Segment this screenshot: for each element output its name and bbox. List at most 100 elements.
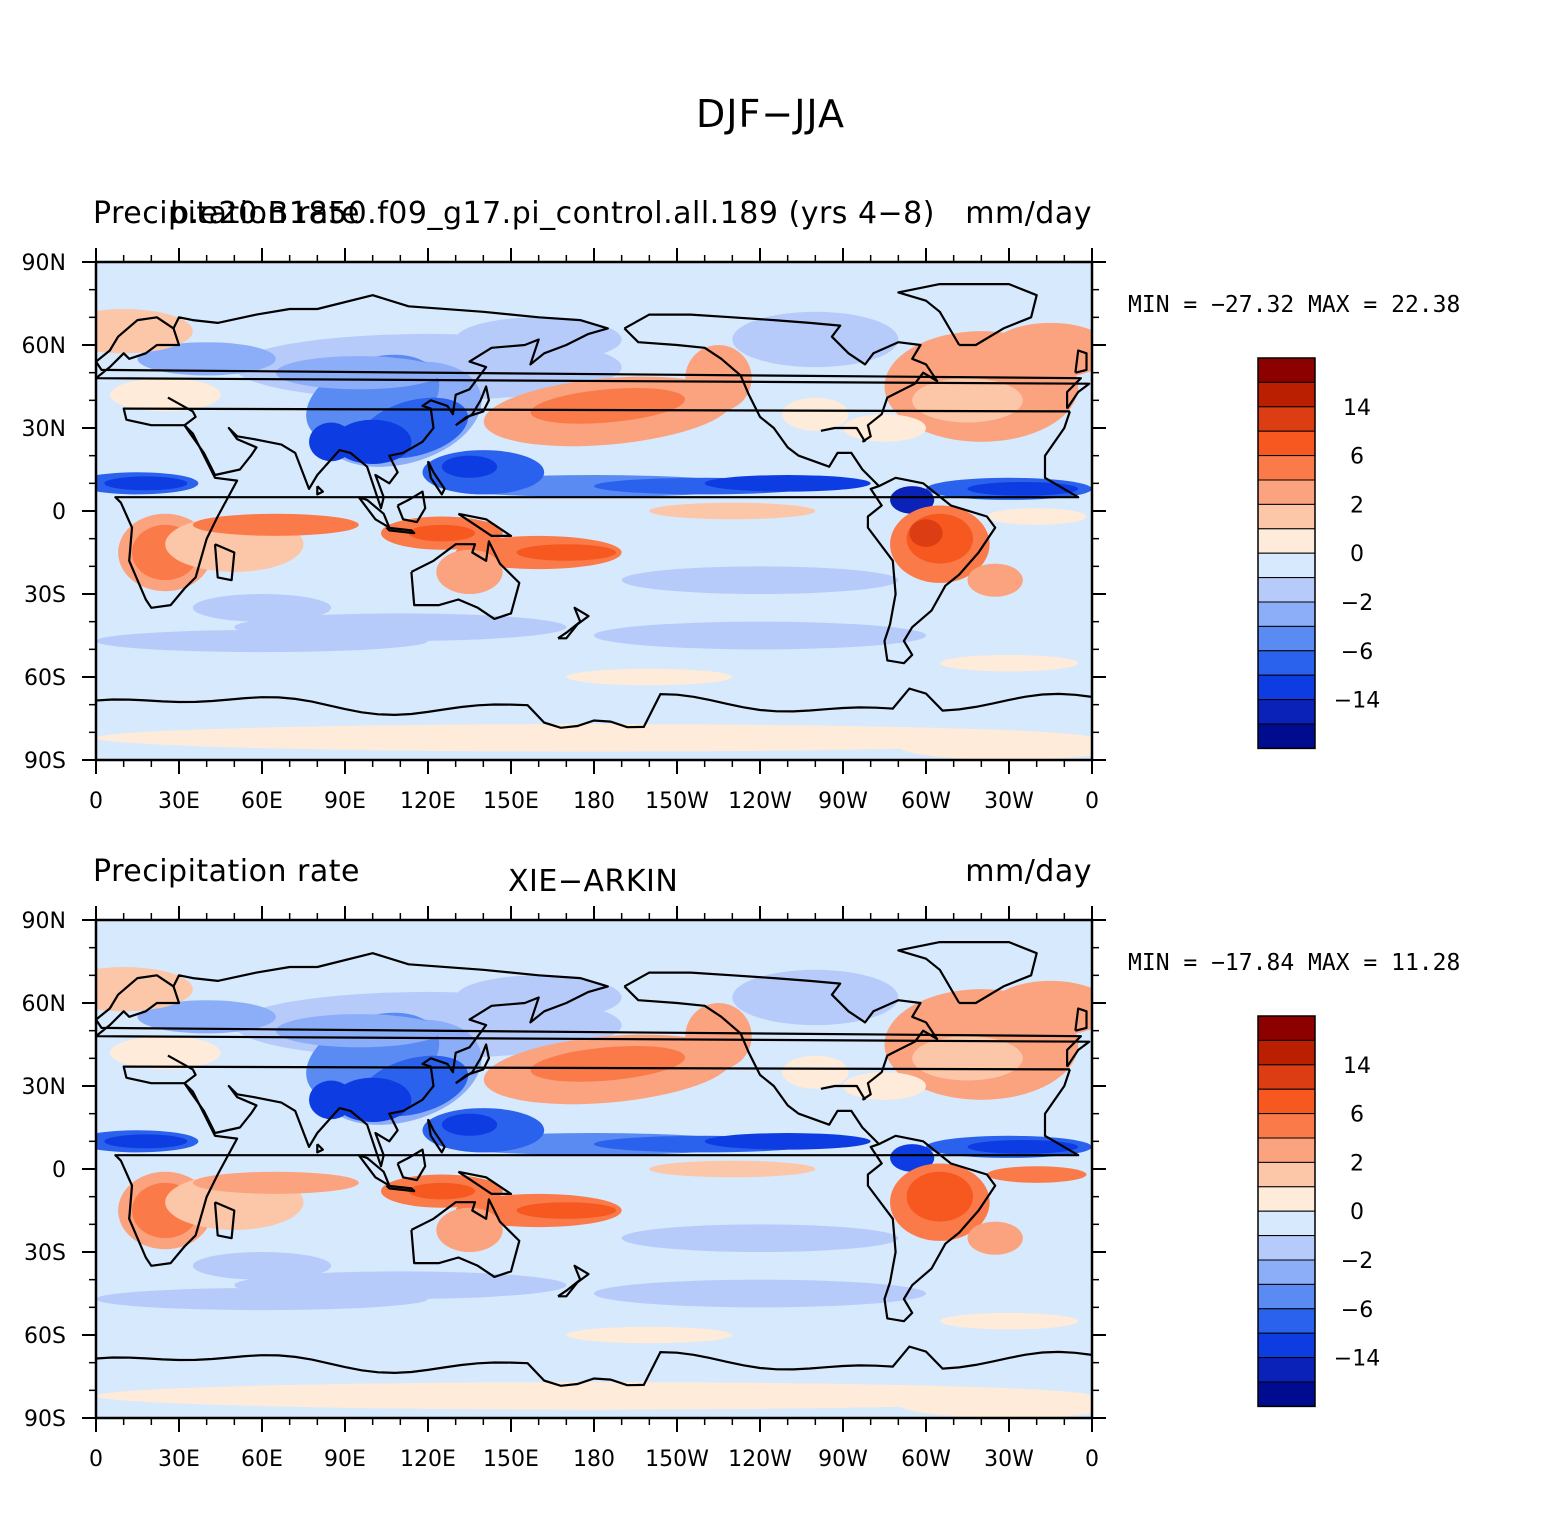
colorbar-label: 0 bbox=[1350, 542, 1364, 567]
coastline bbox=[316, 485, 324, 496]
lat-tick-label: 60S bbox=[24, 666, 66, 691]
precip-anomaly-region bbox=[890, 1144, 935, 1172]
coastline bbox=[426, 1118, 446, 1154]
colorbar-label: 14 bbox=[1343, 396, 1371, 421]
lon-tick-label: 120E bbox=[400, 789, 456, 814]
precip-anomaly-region bbox=[732, 969, 899, 1026]
colorbar-frame bbox=[1257, 357, 1316, 750]
precip-anomaly-region bbox=[704, 475, 871, 492]
precip-anomaly-region bbox=[333, 419, 412, 464]
precip-anomaly-region bbox=[967, 1221, 1023, 1255]
precip-anomaly-region bbox=[594, 1279, 926, 1308]
precip-anomaly-region bbox=[566, 1326, 733, 1344]
colorbar-swatch bbox=[1257, 1210, 1316, 1237]
panel-units: mm/day bbox=[965, 196, 1092, 231]
precip-anomaly-region bbox=[939, 1312, 1079, 1330]
colorbar-swatch bbox=[1257, 1113, 1316, 1139]
coastline bbox=[557, 1264, 590, 1298]
lon-tick-label: 60E bbox=[241, 1447, 283, 1472]
precip-anomaly-region bbox=[621, 1224, 899, 1252]
coastline bbox=[410, 1198, 521, 1278]
colorbar-swatch bbox=[1257, 1088, 1316, 1115]
precip-anomaly-region bbox=[912, 1036, 1023, 1081]
lon-tick-label: 120W bbox=[728, 789, 792, 814]
precip-anomaly-region bbox=[96, 724, 1092, 752]
precip-anomaly-region bbox=[516, 1202, 617, 1219]
coastline bbox=[623, 313, 939, 443]
colorbar-label: 6 bbox=[1350, 445, 1364, 470]
colorbar-swatch bbox=[1257, 357, 1316, 383]
precip-anomaly-region bbox=[96, 1287, 428, 1311]
colorbar-swatch bbox=[1257, 699, 1316, 725]
lon-tick-label: 30E bbox=[158, 789, 200, 814]
precipitation-field bbox=[96, 262, 1092, 760]
precip-anomaly-region bbox=[649, 502, 816, 520]
precip-anomaly-region bbox=[530, 1046, 686, 1082]
colorbar-swatch bbox=[1257, 1235, 1316, 1261]
precip-anomaly-region bbox=[192, 513, 359, 536]
colorbar-label: −14 bbox=[1334, 1347, 1380, 1372]
colorbar-swatch bbox=[1257, 674, 1316, 701]
coastline bbox=[1074, 349, 1088, 374]
lon-tick-label: 180 bbox=[573, 789, 615, 814]
precip-anomaly-region bbox=[96, 309, 193, 354]
precip-anomaly-region bbox=[309, 422, 354, 462]
lat-tick-label: 30N bbox=[22, 417, 66, 442]
precip-anomaly-region bbox=[137, 342, 276, 376]
coastline-antarctica bbox=[96, 1345, 1092, 1387]
coastline bbox=[1074, 1007, 1088, 1032]
lon-tick-label: 150W bbox=[645, 789, 709, 814]
coastline bbox=[455, 385, 490, 427]
precip-anomaly-region bbox=[843, 1072, 926, 1100]
lon-tick-label: 120E bbox=[400, 1447, 456, 1472]
colorbar-label: 2 bbox=[1350, 493, 1364, 518]
colorbar-swatch bbox=[1257, 723, 1316, 749]
precip-anomaly-region bbox=[96, 1382, 1092, 1410]
precip-anomaly-region bbox=[408, 524, 476, 542]
coastline bbox=[897, 283, 1038, 347]
coastline bbox=[455, 1043, 490, 1085]
precip-anomaly-region bbox=[909, 1177, 943, 1205]
precip-anomaly-region bbox=[333, 1077, 412, 1122]
precip-anomaly-region bbox=[621, 566, 899, 594]
precip-anomaly-region bbox=[967, 1139, 1079, 1154]
coastline bbox=[114, 1065, 1080, 1267]
precip-anomaly-region bbox=[939, 654, 1079, 672]
coastline bbox=[167, 294, 609, 510]
colorbar-label: 2 bbox=[1350, 1151, 1364, 1176]
precip-anomaly-region bbox=[989, 980, 1092, 1037]
lat-tick-label: 60N bbox=[22, 992, 66, 1017]
colorbar-swatch bbox=[1257, 1283, 1316, 1310]
precip-anomaly-region bbox=[782, 397, 849, 431]
precip-anomaly-region bbox=[989, 322, 1092, 379]
colorbar-frame bbox=[1257, 1015, 1316, 1408]
min-max-label: MIN = −17.84 MAX = 11.28 bbox=[1128, 950, 1461, 976]
precip-anomaly-region bbox=[408, 1182, 476, 1200]
precip-anomaly-region bbox=[912, 378, 1023, 423]
colorbar-label: −2 bbox=[1341, 1249, 1373, 1274]
panel-left-title: Precipitation rate bbox=[93, 196, 360, 231]
lon-tick-label: 150E bbox=[483, 1447, 539, 1472]
colorbar-swatch bbox=[1257, 577, 1316, 603]
precipitation-field bbox=[96, 920, 1092, 1418]
colorbar-label: −6 bbox=[1341, 640, 1373, 665]
colorbar-label: 14 bbox=[1343, 1054, 1371, 1079]
precip-anomaly-region bbox=[782, 1055, 849, 1089]
lon-tick-label: 30E bbox=[158, 1447, 200, 1472]
colorbar: 14 6 2 0 −2 −6 −14 bbox=[1257, 1015, 1380, 1408]
colorbar-swatch bbox=[1257, 1161, 1316, 1188]
coastline bbox=[623, 971, 939, 1101]
precip-anomaly-region bbox=[109, 1036, 221, 1070]
lon-tick-label: 150E bbox=[483, 789, 539, 814]
coastline bbox=[820, 426, 867, 443]
panel-left-title: Precipitation rate bbox=[93, 854, 360, 889]
precip-anomaly-region bbox=[732, 311, 899, 368]
lon-tick-label: 0 bbox=[1085, 1447, 1099, 1472]
precip-anomaly-region bbox=[986, 1166, 1087, 1183]
precip-anomaly-region bbox=[309, 1080, 354, 1120]
precip-anomaly-region bbox=[986, 508, 1087, 525]
precip-anomaly-region bbox=[104, 476, 188, 491]
colorbar: 14 6 2 0 −2 −6 −14 bbox=[1257, 357, 1380, 750]
lat-tick-label: 90S bbox=[24, 749, 66, 774]
colorbar-swatch bbox=[1257, 503, 1316, 530]
